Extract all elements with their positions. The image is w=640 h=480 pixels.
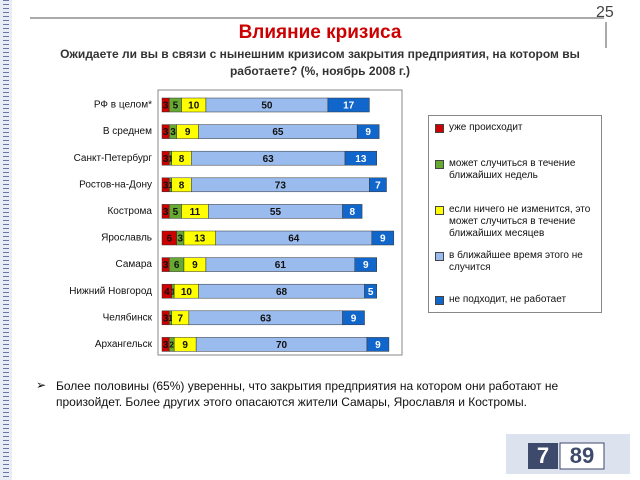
data-label: 8 — [179, 154, 185, 165]
y-tick-label: Челябинск — [103, 311, 153, 323]
data-label: 9 — [380, 234, 386, 245]
bar-segment — [364, 283, 377, 299]
slide-number: 25 — [596, 4, 614, 21]
data-label: 5 — [173, 207, 179, 218]
data-label: 10 — [181, 287, 193, 298]
data-label: 3 — [163, 180, 169, 191]
data-label: 10 — [188, 101, 200, 112]
data-label: 13 — [194, 234, 206, 245]
data-label: 6 — [167, 234, 173, 245]
data-label: 8 — [179, 180, 185, 191]
data-label: 3 — [163, 127, 169, 138]
data-label: 5 — [368, 287, 374, 298]
data-label: 8 — [350, 207, 356, 218]
bar-segment — [342, 204, 363, 219]
chart-title: Влияние кризиса — [238, 22, 402, 43]
y-tick-label: Санкт-Петербург — [74, 152, 153, 164]
bullet-marker: ➢ — [36, 378, 47, 392]
legend-item: не подходит, не работает — [435, 294, 566, 306]
data-label: 63 — [263, 154, 275, 165]
data-label: 6 — [174, 260, 180, 271]
legend-swatch — [435, 124, 444, 133]
legend-swatch — [435, 252, 444, 261]
legend-item: уже происходит — [435, 122, 523, 134]
data-label: 1 — [168, 154, 173, 163]
data-label: 4 — [164, 287, 170, 298]
data-label: 17 — [343, 101, 355, 112]
data-label: 3 — [163, 207, 169, 218]
data-label: 3 — [163, 260, 169, 271]
data-label: 3 — [170, 127, 176, 138]
y-tick-label: Ростов-на-Дону — [79, 179, 152, 190]
data-label: 2 — [170, 341, 175, 350]
data-label: 5 — [173, 101, 179, 112]
data-label: 1 — [168, 181, 173, 190]
legend-label: в ближайшее время этого не случится — [449, 250, 583, 273]
bar-segment — [371, 230, 395, 246]
bar-segment — [356, 124, 380, 139]
logo-text: 7 — [537, 443, 549, 468]
data-label: 13 — [355, 154, 367, 165]
bullet-text: Более половины (65%) уверенны, что закры… — [56, 379, 559, 409]
bar-segment — [366, 337, 390, 352]
legend-item: в ближайшее время этого не случится — [435, 250, 601, 274]
legend-swatch — [435, 160, 444, 169]
legend-label: уже происходит — [449, 122, 523, 133]
y-tick-label: Кострома — [107, 206, 152, 217]
data-label: 9 — [375, 340, 381, 351]
legend-label: может случиться в течение ближайших неде… — [449, 158, 576, 181]
data-label: 9 — [192, 260, 198, 271]
data-label: 1 — [171, 287, 176, 296]
data-label: 1 — [168, 314, 173, 323]
y-tick-label: РФ в целом* — [94, 100, 152, 111]
data-label: 3 — [163, 154, 169, 165]
bar-segment — [369, 177, 387, 193]
y-tick-label: Нижний Новгород — [69, 286, 152, 297]
legend-label: если ничего не изменится, это может случ… — [449, 204, 591, 239]
data-label: 9 — [365, 127, 371, 138]
data-label: 55 — [270, 207, 282, 218]
data-label: 9 — [351, 313, 357, 324]
legend-item: может случиться в течение ближайших неде… — [435, 158, 601, 182]
chart-subtitle: Ожидаете ли вы в связи с нынешним кризис… — [60, 47, 580, 78]
data-label: 3 — [163, 313, 169, 324]
y-tick-label: Самара — [116, 259, 153, 270]
y-tick-label: В среднем — [103, 126, 152, 137]
legend-item: если ничего не изменится, это может случ… — [435, 204, 601, 240]
y-tick-label: Архангельск — [95, 339, 153, 350]
bar-segment — [342, 310, 365, 326]
data-label: 3 — [178, 234, 184, 245]
y-tick-label: Ярославль — [101, 233, 152, 244]
data-label: 61 — [275, 260, 287, 271]
left-stripe — [0, 0, 12, 480]
data-label: 73 — [275, 180, 287, 191]
legend-swatch — [435, 206, 444, 215]
bar-segment — [327, 97, 370, 113]
plot-frame — [157, 89, 403, 356]
bar-segment — [344, 150, 377, 166]
logo-text: 89 — [570, 443, 594, 468]
data-label: 3 — [163, 101, 169, 112]
bar-segment — [354, 257, 377, 272]
data-label: 9 — [182, 340, 188, 351]
logo: 7 89 — [506, 434, 630, 474]
data-label: 63 — [260, 313, 272, 324]
data-label: 70 — [276, 340, 288, 351]
legend: уже происходит может случиться в течение … — [428, 115, 602, 313]
legend-label: не подходит, не работает — [449, 294, 567, 305]
data-label: 3 — [163, 340, 169, 351]
data-label: 65 — [272, 127, 284, 138]
plot: РФ в целом* 3 5 10 50 17В среднем 3 3 9 65 9Санкт-… — [69, 97, 395, 352]
data-label: 7 — [178, 313, 184, 324]
data-label: 50 — [261, 101, 273, 112]
data-label: 68 — [276, 287, 288, 298]
data-label: 7 — [375, 180, 381, 191]
legend-swatch — [435, 296, 444, 305]
data-label: 11 — [190, 207, 201, 218]
data-label: 9 — [185, 127, 191, 138]
data-label: 64 — [288, 234, 300, 245]
data-label: 9 — [363, 260, 369, 271]
